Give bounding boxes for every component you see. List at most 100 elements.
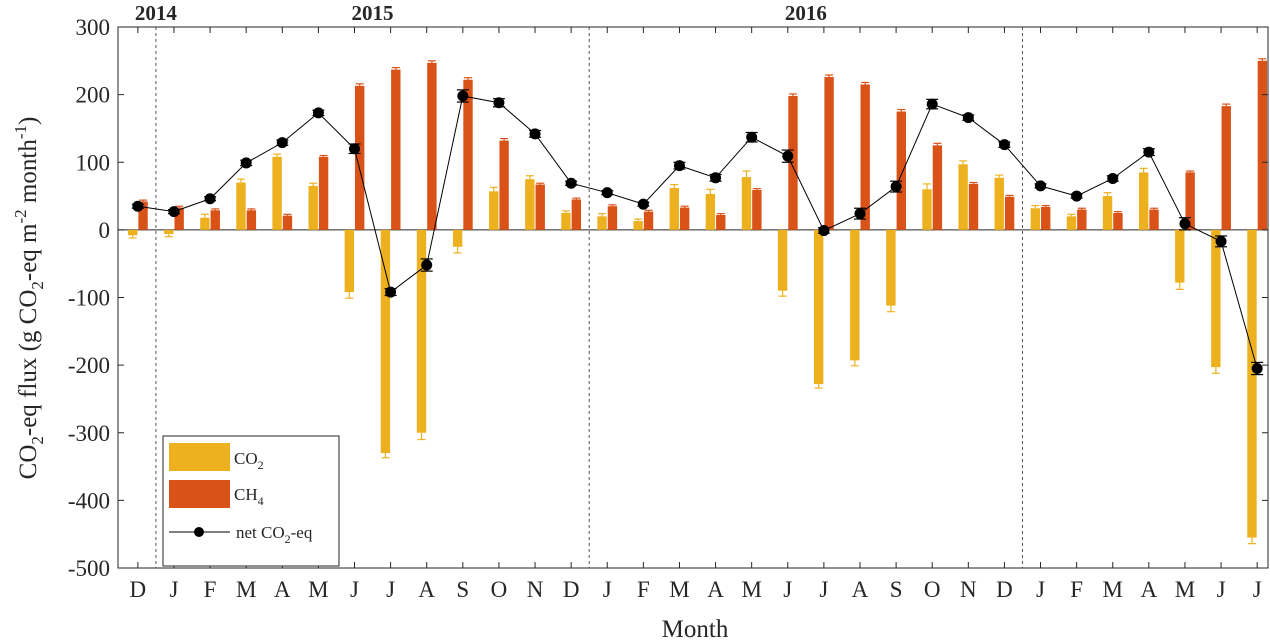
x-tick-label: J (783, 577, 792, 602)
x-tick-label: M (1175, 577, 1195, 602)
bar-ch4 (138, 201, 148, 230)
point-net (1251, 363, 1263, 375)
bar-co2 (452, 229, 463, 247)
y-tick-label: -500 (68, 556, 110, 581)
x-tick-label: J (350, 577, 359, 602)
bar-ch4 (1041, 206, 1051, 230)
x-tick-label: M (308, 577, 328, 602)
y-tick-label: 300 (76, 15, 111, 40)
point-net (818, 225, 830, 237)
x-tick-label: O (924, 577, 941, 602)
bar-ch4 (1113, 212, 1123, 230)
x-tick-label: J (1253, 577, 1262, 602)
bar-ch4 (318, 156, 329, 230)
x-tick-label: J (603, 577, 612, 602)
bar-ch4 (463, 79, 473, 230)
bar-ch4 (1149, 209, 1159, 230)
bar-ch4 (1077, 209, 1087, 230)
bar-ch4 (607, 206, 618, 230)
bar-ch4 (391, 69, 401, 230)
year-label: 2015 (352, 1, 394, 25)
x-tick-label: J (169, 577, 178, 602)
bar-co2 (958, 164, 968, 230)
point-net (529, 128, 541, 140)
bar-co2 (1247, 229, 1257, 538)
bar-ch4 (679, 207, 690, 230)
point-net (132, 200, 144, 212)
x-tick-label: O (491, 577, 508, 602)
point-net (926, 98, 938, 110)
bar-co2 (850, 229, 860, 361)
y-tick-label: -400 (68, 488, 110, 513)
bar-ch4 (1257, 60, 1268, 230)
point-net (1071, 190, 1083, 202)
bar-co2 (380, 229, 391, 454)
bar-co2 (705, 194, 716, 230)
point-net (421, 259, 433, 271)
bar-ch4 (282, 215, 293, 230)
bar-co2 (669, 187, 679, 230)
bar-co2 (994, 177, 1004, 230)
x-tick-label: M (1103, 577, 1123, 602)
x-axis-label: Month (662, 616, 729, 640)
point-net (1143, 146, 1155, 158)
point-net (1179, 218, 1191, 230)
bar-co2 (200, 217, 210, 230)
x-tick-label: J (819, 577, 828, 602)
point-net (962, 112, 974, 124)
bar-co2 (308, 185, 318, 230)
bar-co2 (164, 229, 174, 234)
point-net (493, 97, 505, 109)
point-net (998, 139, 1010, 151)
bar-ch4 (716, 214, 726, 230)
svg-text:CO2-eq flux (g CO2-eq m-2 mont: CO2-eq flux (g CO2-eq m-2 month-1) (11, 117, 47, 480)
legend: CO2 CH4 net CO2-eq (162, 435, 340, 567)
bar-co2 (813, 229, 824, 385)
bar-co2 (1175, 229, 1185, 283)
bars-layer (127, 58, 1268, 545)
legend-label-co2: CO2 (234, 449, 264, 472)
point-net (746, 131, 758, 143)
y-tick-label: -100 (68, 286, 110, 311)
x-tick-label: N (960, 577, 977, 602)
bar-co2 (597, 216, 607, 230)
legend-label-net: net CO2-eq (236, 523, 313, 546)
x-tick-label: J (1217, 577, 1226, 602)
point-net (601, 187, 613, 199)
point-net (457, 90, 469, 102)
bar-co2 (344, 229, 354, 293)
bar-co2 (633, 221, 643, 230)
bar-ch4 (788, 95, 798, 230)
bar-ch4 (499, 140, 509, 230)
bar-co2 (1211, 229, 1221, 368)
bar-ch4 (860, 84, 870, 230)
y-tick-label: -300 (68, 421, 110, 446)
point-net (276, 137, 288, 149)
point-net (1035, 180, 1047, 192)
bar-co2 (1138, 172, 1149, 230)
bar-co2 (1030, 208, 1041, 230)
y-tick-label: 200 (76, 83, 111, 108)
y-tick-label: 0 (99, 218, 111, 243)
bar-co2 (777, 229, 788, 291)
bar-ch4 (354, 85, 365, 230)
bar-ch4 (571, 199, 582, 230)
year-label: 2014 (135, 1, 178, 25)
x-tick-label: F (204, 577, 217, 602)
bar-ch4 (210, 210, 220, 230)
bar-co2 (127, 229, 138, 236)
point-net (1215, 235, 1227, 247)
x-tick-label: D (996, 577, 1013, 602)
axes-layer (117, 26, 1269, 569)
point-net (565, 177, 577, 189)
x-tick-label: F (637, 577, 650, 602)
point-net (854, 208, 866, 220)
bar-co2 (272, 156, 282, 230)
x-tick-label: A (274, 577, 291, 602)
bar-co2 (416, 229, 427, 433)
point-net (348, 143, 360, 155)
point-net (673, 160, 685, 172)
x-tick-label: F (1070, 577, 1083, 602)
bar-co2 (741, 177, 752, 230)
